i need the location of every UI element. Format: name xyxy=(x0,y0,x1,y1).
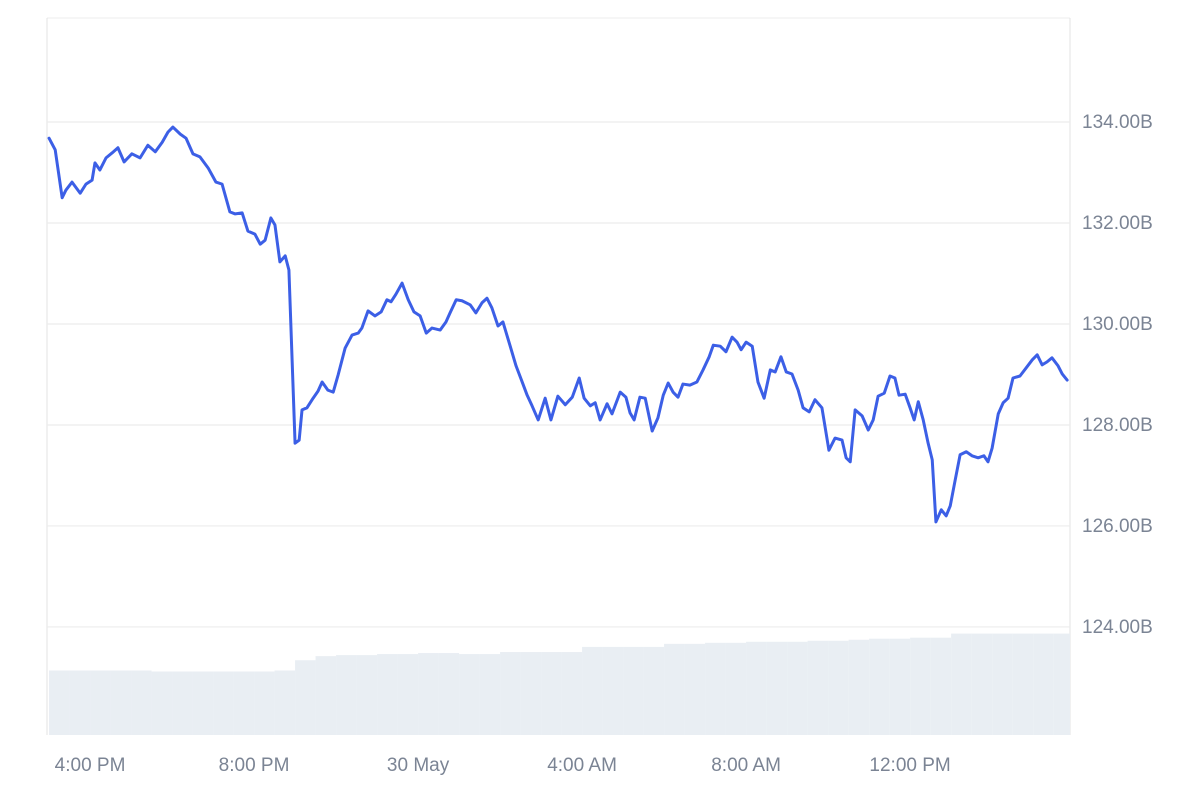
volume-bar xyxy=(705,642,726,735)
volume-bar xyxy=(725,642,747,735)
volume-bar xyxy=(1033,633,1054,735)
volume-bar xyxy=(377,654,398,735)
volume-bar xyxy=(315,656,337,735)
volume-bar xyxy=(951,633,972,735)
volume-bar xyxy=(889,638,911,735)
volume-bar xyxy=(397,654,419,735)
volume-bar xyxy=(192,671,214,735)
volume-bar xyxy=(787,641,808,735)
volume-bar xyxy=(49,670,70,735)
volume-bar xyxy=(766,641,788,735)
volume-bar xyxy=(971,633,993,735)
y-tick-label: 132.00B xyxy=(1082,213,1153,234)
volume-bar xyxy=(520,652,542,735)
y-tick-label: 134.00B xyxy=(1082,112,1153,133)
x-tick-label: 8:00 PM xyxy=(219,755,290,776)
volume-bar xyxy=(274,670,296,735)
volume-bar xyxy=(500,652,521,735)
y-tick-label: 124.00B xyxy=(1082,617,1153,638)
volume-bar xyxy=(541,652,562,735)
volume-bar xyxy=(459,654,480,735)
x-tick-label: 12:00 PM xyxy=(869,755,950,776)
y-tick-label: 128.00B xyxy=(1082,415,1153,436)
volume-bar xyxy=(295,660,316,735)
volume-bar xyxy=(356,655,378,735)
y-tick-label: 130.00B xyxy=(1082,314,1153,335)
volume-bar xyxy=(479,654,501,735)
volume-bar xyxy=(213,671,234,735)
volume-bar xyxy=(90,670,111,735)
volume-bar xyxy=(992,633,1013,735)
volume-bar xyxy=(233,671,255,735)
y-tick-label: 126.00B xyxy=(1082,516,1153,537)
volume-bar xyxy=(623,646,644,735)
volume-bar xyxy=(561,652,583,735)
volume-bar xyxy=(418,653,439,735)
volume-bar xyxy=(930,637,952,735)
price-line xyxy=(47,125,1069,524)
volume-bar xyxy=(336,655,357,735)
volume-bar xyxy=(746,641,767,735)
volume-bar xyxy=(1012,633,1034,735)
volume-bar xyxy=(869,638,890,735)
volume-bar xyxy=(664,643,685,735)
volume-bar xyxy=(69,670,91,735)
volume-bar xyxy=(172,671,193,735)
volume-bar xyxy=(910,637,931,735)
volume-bar xyxy=(643,646,665,735)
volume-bar xyxy=(438,653,460,735)
x-tick-label: 8:00 AM xyxy=(711,755,781,776)
volume-bar xyxy=(807,640,829,735)
x-tick-label: 4:00 AM xyxy=(547,755,617,776)
x-tick-label: 4:00 PM xyxy=(55,755,126,776)
volume-bar xyxy=(151,671,173,735)
volume-bar xyxy=(110,670,132,735)
volume-bar xyxy=(1053,633,1070,735)
x-tick-label: 30 May xyxy=(387,755,450,776)
volume-bar xyxy=(848,639,870,735)
volume-bar xyxy=(582,646,603,735)
volume-bar xyxy=(684,643,706,735)
volume-bar xyxy=(131,670,152,735)
volume-bar xyxy=(828,640,849,735)
volume-bar xyxy=(254,671,275,735)
volume-bar xyxy=(602,646,624,735)
